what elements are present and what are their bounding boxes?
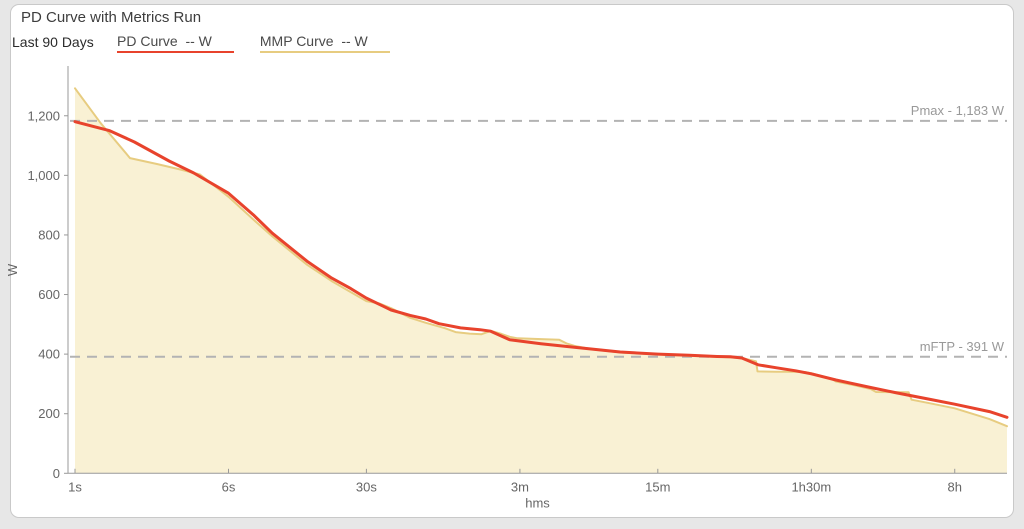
mmp-area-fill [75,88,1007,474]
y-tick-label: 200 [38,406,60,421]
legend-item-pd-curve[interactable]: PD Curve -- W [117,33,234,53]
y-tick-label: 1,000 [27,168,60,183]
x-tick-label: 8h [948,479,962,494]
date-range-label: Last 90 Days [12,34,94,50]
x-tick-label: 6s [222,479,236,494]
x-axis-title: hms [525,495,550,510]
mftp-reference-label: mFTP - 391 W [920,339,1005,354]
y-axis-title: W [5,263,20,276]
chart-legend: PD Curve -- W MMP Curve -- W [117,33,416,53]
x-tick-label: 15m [645,479,670,494]
y-tick-label: 800 [38,227,60,242]
x-tick-label: 30s [356,479,377,494]
x-tick-label: 1s [68,479,82,494]
y-tick-label: 1,200 [27,108,60,123]
y-tick-label: 400 [38,347,60,362]
x-tick-label: 3m [511,479,529,494]
pd-curve-line [73,120,1009,419]
y-tick-label: 0 [53,466,60,481]
chart-title: PD Curve with Metrics Run [21,9,202,26]
pmax-reference-label: Pmax - 1,183 W [911,103,1005,118]
y-tick-label: 600 [38,287,60,302]
x-tick-label: 1h30m [791,479,831,494]
legend-item-mmp-curve[interactable]: MMP Curve -- W [259,33,390,53]
